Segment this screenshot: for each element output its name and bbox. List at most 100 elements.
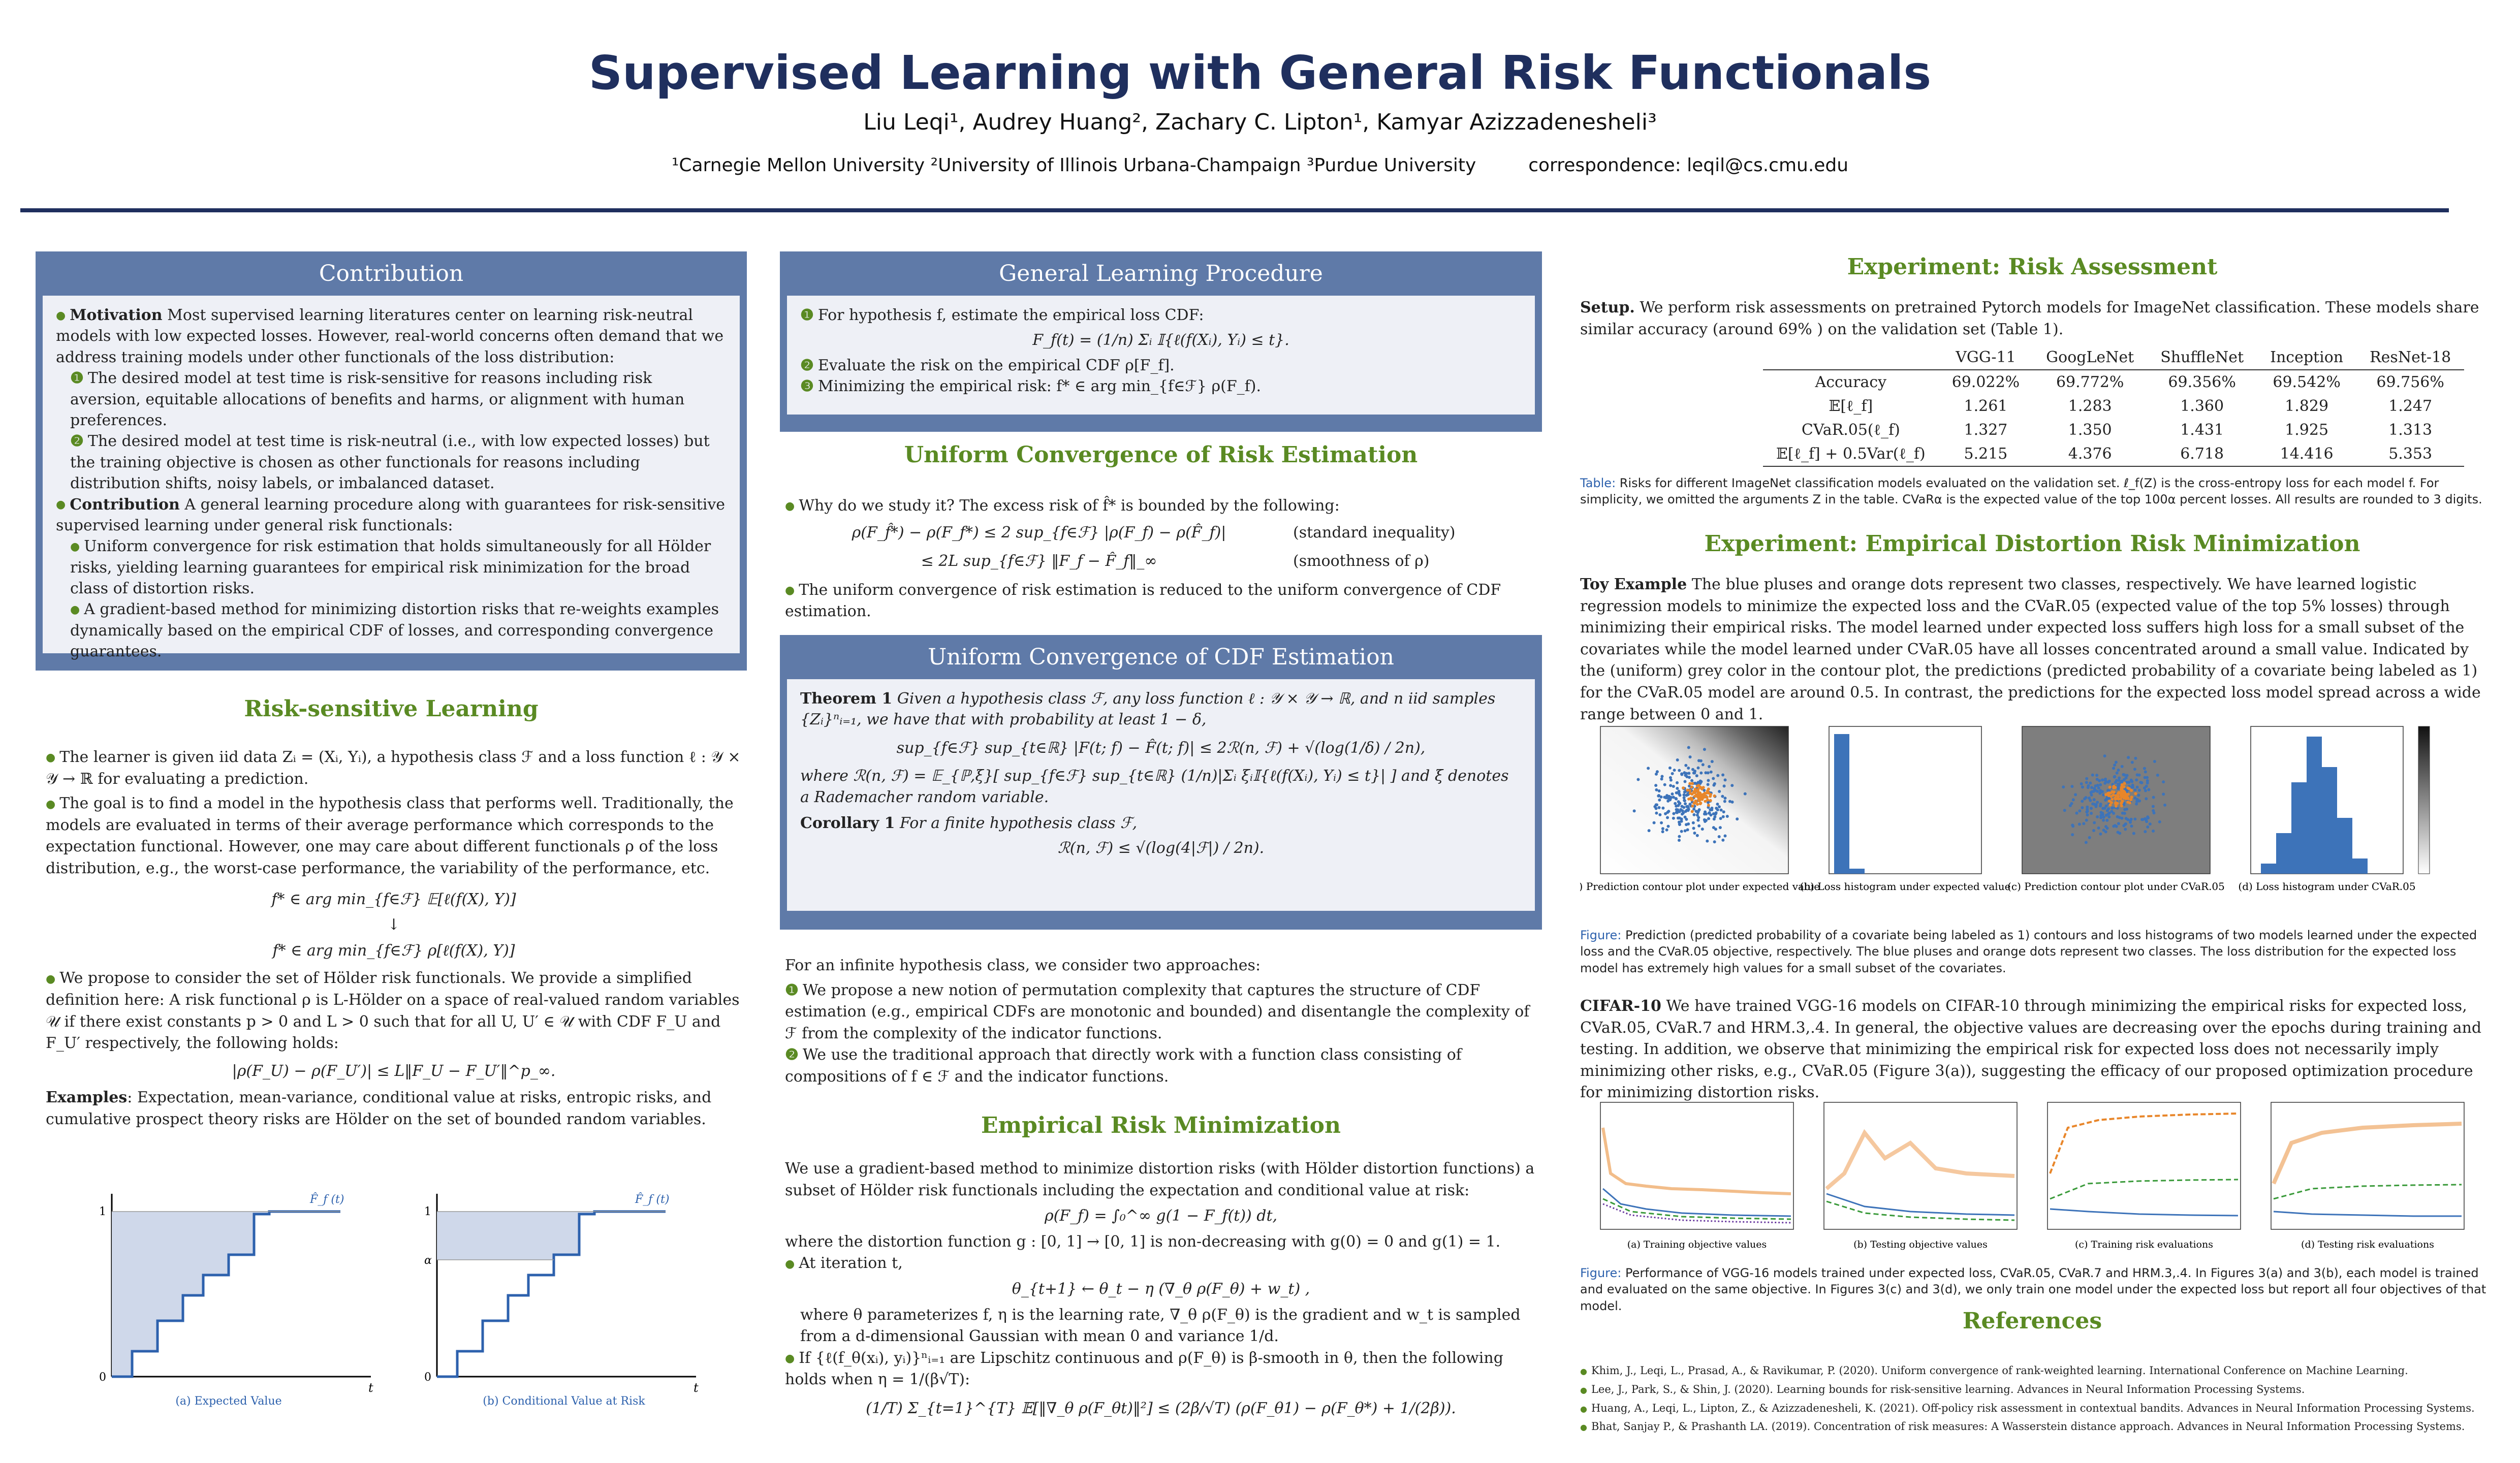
scatter-point-orange (2130, 788, 2133, 792)
subfig-caption-d: (d) Loss histogram under CVaR.05 (2238, 880, 2415, 893)
table-cell: 1.247 (2388, 397, 2433, 415)
scatter-point-blue (1679, 808, 1683, 811)
scatter-point-blue (2107, 815, 2111, 819)
scatter-point-blue (1664, 812, 1667, 815)
scatter-point-blue (2126, 818, 2130, 821)
scatter-point-blue (1725, 814, 1729, 818)
scatter-point-blue (2123, 808, 2127, 811)
scatter-point-blue (2125, 774, 2129, 777)
exp-risk-setup: Setup. We perform risk assessments on pr… (1580, 297, 2490, 340)
scatter-point-blue (1696, 811, 1699, 814)
ucre-p1: Why do we study it? The excess risk of f… (785, 495, 1537, 517)
infinite-intro: For an infinite hypothesis class, we con… (785, 957, 1261, 974)
scatter-point-blue (1678, 769, 1681, 772)
rs-paragraph-1: The learner is given iid data Zᵢ = (Xᵢ, … (46, 747, 742, 790)
y-one-label: 1 (99, 1205, 106, 1218)
table-header: ShuffleNet (2147, 345, 2257, 370)
scatter-point-orange (2119, 797, 2122, 801)
scatter-point-blue (2090, 812, 2093, 815)
scatter-point-blue (1636, 778, 1640, 781)
scatter-point-blue (1660, 821, 1663, 824)
scatter-point-blue (2075, 811, 2078, 815)
plot-frame (2271, 1102, 2465, 1230)
scatter-point-blue (2071, 833, 2074, 837)
plot-frame (2047, 1102, 2241, 1230)
table-cell: 69.772% (2056, 373, 2124, 391)
erm-p1: We use a gradient-based method to minimi… (785, 1160, 1535, 1199)
ucre-title: Uniform Convergence of Risk Estimation (904, 442, 1418, 468)
scatter-point-blue (2137, 773, 2141, 777)
scatter-point-orange (2114, 802, 2118, 806)
scatter-point-blue (1682, 811, 1685, 815)
scatter-point-orange (2119, 791, 2123, 795)
scatter-point-blue (2151, 805, 2155, 808)
scatter-point-blue (1666, 824, 1670, 828)
scatter-point-blue (1688, 784, 1691, 788)
scatter-point-blue (2152, 809, 2155, 812)
rs-paragraph-3: We propose to consider the set of Hölder… (46, 968, 742, 1054)
scatter-point-blue (1683, 829, 1687, 833)
corollary-lead: Corollary 1 (800, 814, 895, 832)
series-expected (1602, 1188, 1791, 1217)
scatter-point-orange (2104, 793, 2107, 797)
scatter-point-orange (2117, 792, 2120, 796)
y-alpha-label: α (424, 1254, 432, 1267)
scatter-point-orange (2120, 801, 2124, 805)
scatter-point-blue (2102, 818, 2105, 822)
scatter-point-blue (1654, 772, 1658, 776)
scatter-point-blue (2127, 780, 2131, 784)
scatter-point-orange (1699, 786, 1703, 789)
hist-bar (2276, 833, 2291, 874)
scatter-point-blue (1695, 813, 1699, 817)
scatter-point-blue (2103, 754, 2106, 758)
scatter-point-blue (2103, 778, 2107, 781)
scatter-point-blue (1710, 806, 1714, 810)
scatter-point-blue (1680, 830, 1683, 833)
scatter-point-blue (2081, 785, 2084, 789)
header-rule (20, 208, 2449, 212)
scatter-point-blue (1721, 815, 1725, 818)
scatter-point-blue (2091, 802, 2095, 806)
table-cell: 𝔼[ℓ_f] (1829, 397, 1873, 415)
cifar-plot-b: (b) Testing objective values (1823, 1102, 2018, 1250)
setup-lead: Setup. (1580, 299, 1635, 316)
scatter-point-blue (1655, 803, 1659, 807)
scatter-point-blue (2084, 796, 2088, 800)
scatter-point-blue (2104, 804, 2108, 808)
scatter-point-blue (1686, 809, 1690, 812)
corollary-eq: ℛ(n, ℱ) ≤ √(log(4|ℱ|) / 2n). (1057, 839, 1265, 857)
scatter-point-blue (1678, 823, 1681, 826)
scatter-point-blue (1667, 794, 1671, 798)
scatter-point-blue (1683, 790, 1686, 794)
scatter-point-blue (1669, 778, 1673, 782)
risk-table: VGG-11 GoogLeNet ShuffleNet Inception Re… (1763, 345, 2465, 467)
toy-example: Toy Example The blue pluses and orange d… (1580, 574, 2490, 725)
scatter-point-blue (1666, 816, 1670, 819)
ucce-box: Uniform Convergence of CDF Estimation Th… (780, 635, 1542, 930)
scatter-point-blue (2146, 781, 2149, 785)
scatter-point-blue (1723, 800, 1726, 803)
motivation-item: ❶ The desired model at test time is risk-… (70, 369, 685, 429)
scatter-point-blue (1716, 774, 1720, 777)
scatter-point-blue (2144, 789, 2148, 792)
table-caption-lead: Table: (1580, 476, 1616, 490)
contribution-item: A gradient-based method for minimizing d… (70, 599, 727, 662)
scatter-point-blue (1673, 769, 1676, 772)
scatter-point-blue (1718, 826, 1722, 830)
scatter-point-blue (1686, 828, 1689, 832)
scatter-point-blue (1659, 795, 1663, 799)
scatter-point-blue (2101, 807, 2105, 810)
scatter-point-blue (2145, 820, 2149, 823)
table-cell: 1.327 (1964, 421, 2008, 439)
scatter-point-blue (1712, 777, 1715, 780)
y-zero-label: 0 (424, 1371, 431, 1384)
contribution-item-text: Uniform convergence for risk estimation … (70, 537, 711, 598)
scatter-point-blue (2099, 816, 2103, 819)
scatter-point-blue (1723, 778, 1727, 782)
table-row: 𝔼[ℓ_f] + 0.5Var(ℓ_f) 5.215 4.376 6.718 14.41… (1763, 442, 2465, 467)
erm-eq3: (1/T) Σ_{t=1}^{T} 𝔼[‖∇_θ ρ(F_θt)‖²] ≤ (2… (866, 1399, 1456, 1417)
table-cell: 1.360 (2180, 397, 2224, 415)
scatter-point-blue (1683, 799, 1686, 802)
toy-caption-lead: Figure: (1580, 928, 1622, 942)
ucre-eq2: ≤ 2L sup_{f∈ℱ} ‖F_f − F̂_f‖_∞ (921, 552, 1157, 570)
